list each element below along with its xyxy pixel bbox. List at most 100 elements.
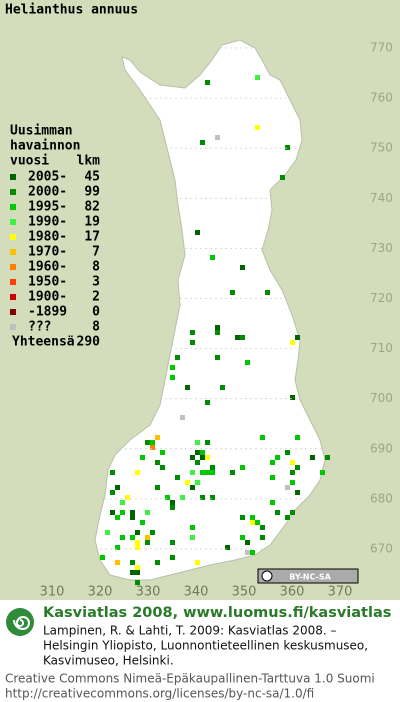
legend-swatch: [10, 219, 16, 225]
occurrence-cell: [165, 495, 170, 500]
y-axis-label: 690: [370, 441, 393, 455]
occurrence-cell: [240, 515, 245, 520]
occurrence-cell: [195, 230, 200, 235]
occurrence-cell: [170, 540, 175, 545]
legend-swatch: [10, 189, 16, 195]
legend-swatch: [10, 279, 16, 285]
occurrence-cell: [115, 485, 120, 490]
footer-background: [0, 600, 400, 702]
occurrence-cell: [270, 475, 275, 480]
legend-label: 1950-: [28, 275, 67, 290]
occurrence-cell: [225, 545, 230, 550]
occurrence-cell: [130, 570, 135, 575]
legend-column: vuosi: [10, 154, 49, 169]
occurrence-cell: [130, 510, 135, 515]
badge-icon: [261, 570, 273, 582]
title: Helianthus annuus: [5, 3, 138, 18]
occurrence-cell: [140, 520, 145, 525]
occurrence-cell: [215, 355, 220, 360]
occurrence-cell: [270, 500, 275, 505]
occurrence-cell: [240, 265, 245, 270]
occurrence-cell: [210, 470, 215, 475]
legend-count: 17: [84, 230, 100, 245]
legend-count: 45: [84, 170, 100, 185]
occurrence-cell: [175, 355, 180, 360]
occurrence-cell: [115, 515, 120, 520]
occurrence-cell: [200, 140, 205, 145]
legend-swatch: [10, 249, 16, 255]
legend-swatch: [10, 174, 16, 180]
occurrence-cell: [210, 495, 215, 500]
occurrence-cell: [285, 145, 290, 150]
legend-swatch: [10, 204, 16, 210]
occurrence-cell: [240, 465, 245, 470]
occurrence-cell: [130, 515, 135, 520]
legend-heading: havainnon: [10, 139, 80, 154]
occurrence-cell: [295, 435, 300, 440]
occurrence-cell: [205, 400, 210, 405]
occurrence-cell: [200, 495, 205, 500]
occurrence-cell: [195, 560, 200, 565]
legend-count: 8: [92, 320, 100, 335]
occurrence-cell: [155, 560, 160, 565]
legend-count: 0: [92, 305, 100, 320]
occurrence-cells: [100, 75, 330, 585]
citation: Helsingin Yliopisto, Luonnontieteellinen…: [43, 639, 368, 653]
occurrence-cell: [185, 480, 190, 485]
occurrence-cell: [145, 540, 150, 545]
y-axis-label: 740: [370, 191, 393, 205]
legend-swatch: [10, 234, 16, 240]
legend-label: 1970-: [28, 245, 67, 260]
legend-label: 2005-: [28, 170, 67, 185]
occurrence-cell: [170, 505, 175, 510]
occurrence-cell: [245, 360, 250, 365]
occurrence-cell: [170, 375, 175, 380]
occurrence-cell: [150, 530, 155, 535]
x-axis-label: 360: [280, 585, 305, 600]
occurrence-cell: [145, 510, 150, 515]
occurrence-cell: [295, 335, 300, 340]
occurrence-cell: [200, 470, 205, 475]
occurrence-cell: [135, 565, 140, 570]
occurrence-cell: [125, 495, 130, 500]
occurrence-cell: [170, 500, 175, 505]
occurrence-cell: [130, 560, 135, 565]
legend-label: -1899: [28, 305, 67, 320]
citation: Lampinen, R. & Lahti, T. 2009: Kasviatla…: [43, 624, 337, 638]
occurrence-cell: [250, 515, 255, 520]
occurrence-cell: [245, 540, 250, 545]
occurrence-cell: [170, 365, 175, 370]
occurrence-cell: [155, 485, 160, 490]
legend-count: 99: [84, 185, 100, 200]
occurrence-cell: [275, 510, 280, 515]
occurrence-cell: [190, 525, 195, 530]
occurrence-cell: [135, 545, 140, 550]
occurrence-cell: [190, 485, 195, 490]
y-axis-label: 710: [370, 341, 393, 355]
legend-count: 3: [92, 275, 100, 290]
occurrence-cell: [260, 435, 265, 440]
logo: [6, 608, 34, 636]
occurrence-cell: [255, 125, 260, 130]
y-axis-label: 720: [370, 291, 393, 305]
occurrence-cell: [220, 385, 225, 390]
license: Creative Commons Nimeä-Epäkaupallinen-Ta…: [5, 672, 375, 686]
legend-count: 19: [84, 215, 100, 230]
y-axis-label: 760: [370, 91, 393, 105]
occurrence-cell: [135, 470, 140, 475]
y-axis-label: 680: [370, 491, 393, 505]
citation: Kasvimuseo, Helsinki.: [43, 654, 174, 668]
occurrence-cell: [200, 450, 205, 455]
legend-label: ???: [28, 320, 51, 335]
occurrence-cell: [255, 75, 260, 80]
logo-spiral: [13, 616, 30, 631]
occurrence-cell: [135, 580, 140, 585]
occurrence-cell: [290, 395, 295, 400]
y-axis-label: 670: [370, 542, 393, 556]
occurrence-cell: [155, 435, 160, 440]
license-url: http://creativecommons.org/licenses/by-n…: [5, 687, 314, 701]
grid-lines: [100, 47, 330, 550]
x-axis-label: 370: [328, 585, 353, 600]
